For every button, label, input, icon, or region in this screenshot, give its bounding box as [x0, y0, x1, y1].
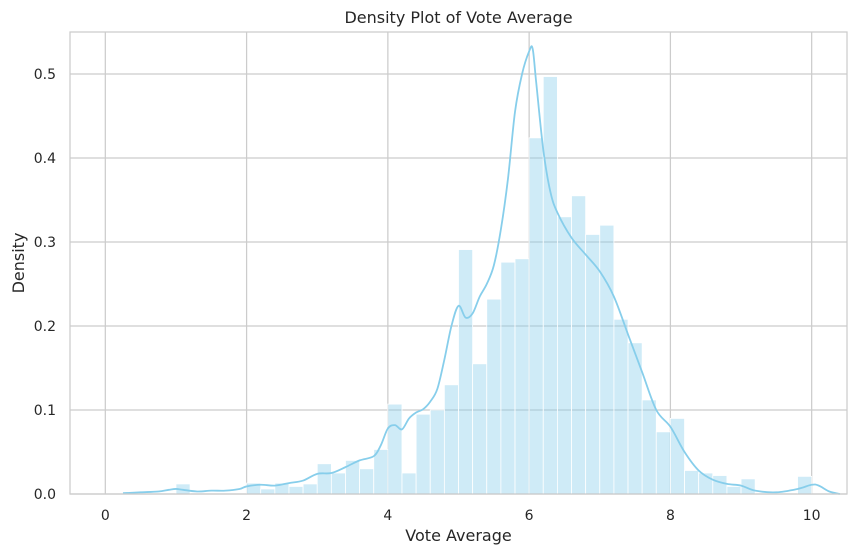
kde-curve-group — [122, 45, 841, 495]
histogram-bars — [175, 76, 813, 495]
chart-title: Density Plot of Vote Average — [344, 8, 572, 27]
histogram-bar — [500, 261, 516, 495]
histogram-bar — [726, 486, 742, 495]
histogram-bar — [359, 468, 375, 495]
histogram-bar — [542, 76, 558, 495]
histogram-bar — [387, 403, 403, 495]
x-tick-label: 8 — [666, 508, 675, 524]
histogram-bar — [613, 318, 629, 495]
x-tick-label: 2 — [242, 508, 251, 524]
histogram-bar — [316, 463, 332, 495]
x-axis-label: Vote Average — [405, 526, 511, 545]
histogram-bar — [260, 488, 276, 495]
x-tick-label: 10 — [803, 508, 821, 524]
histogram-bar — [528, 137, 544, 495]
histogram-bar — [443, 384, 459, 495]
y-tick-label: 0.1 — [34, 403, 56, 419]
histogram-bar — [401, 472, 417, 495]
y-tick-label: 0.3 — [34, 235, 56, 251]
histogram-bar — [684, 470, 700, 495]
histogram-bar — [514, 258, 530, 495]
histogram-bar — [288, 486, 304, 495]
histogram-bar — [486, 298, 502, 495]
histogram-bar — [599, 224, 615, 495]
histogram-bar — [472, 363, 488, 495]
y-tick-label: 0.2 — [34, 319, 56, 335]
y-tick-labels: 0.0 0.1 0.2 0.3 0.4 0.5 — [34, 67, 56, 503]
histogram-bar — [415, 413, 431, 495]
x-tick-label: 0 — [101, 508, 110, 524]
histogram-bar — [330, 472, 346, 495]
x-tick-label: 6 — [525, 508, 534, 524]
kde-line — [122, 45, 841, 495]
y-tick-label: 0.0 — [34, 487, 56, 503]
y-tick-label: 0.4 — [34, 151, 56, 167]
histogram-bar — [373, 449, 389, 495]
x-tick-label: 4 — [383, 508, 392, 524]
x-tick-labels: 0 2 4 6 8 10 — [101, 508, 821, 524]
histogram-bar — [712, 475, 728, 495]
histogram-bar — [655, 431, 671, 495]
histogram-bar — [641, 399, 657, 495]
histogram-bar — [585, 234, 601, 495]
histogram-bar — [556, 216, 572, 495]
histogram-bar — [302, 483, 318, 495]
y-tick-label: 0.5 — [34, 67, 56, 83]
histogram-bar — [458, 249, 474, 495]
plot-frame — [69, 31, 848, 495]
histogram-bar — [429, 409, 445, 495]
y-axis-label: Density — [9, 233, 28, 294]
